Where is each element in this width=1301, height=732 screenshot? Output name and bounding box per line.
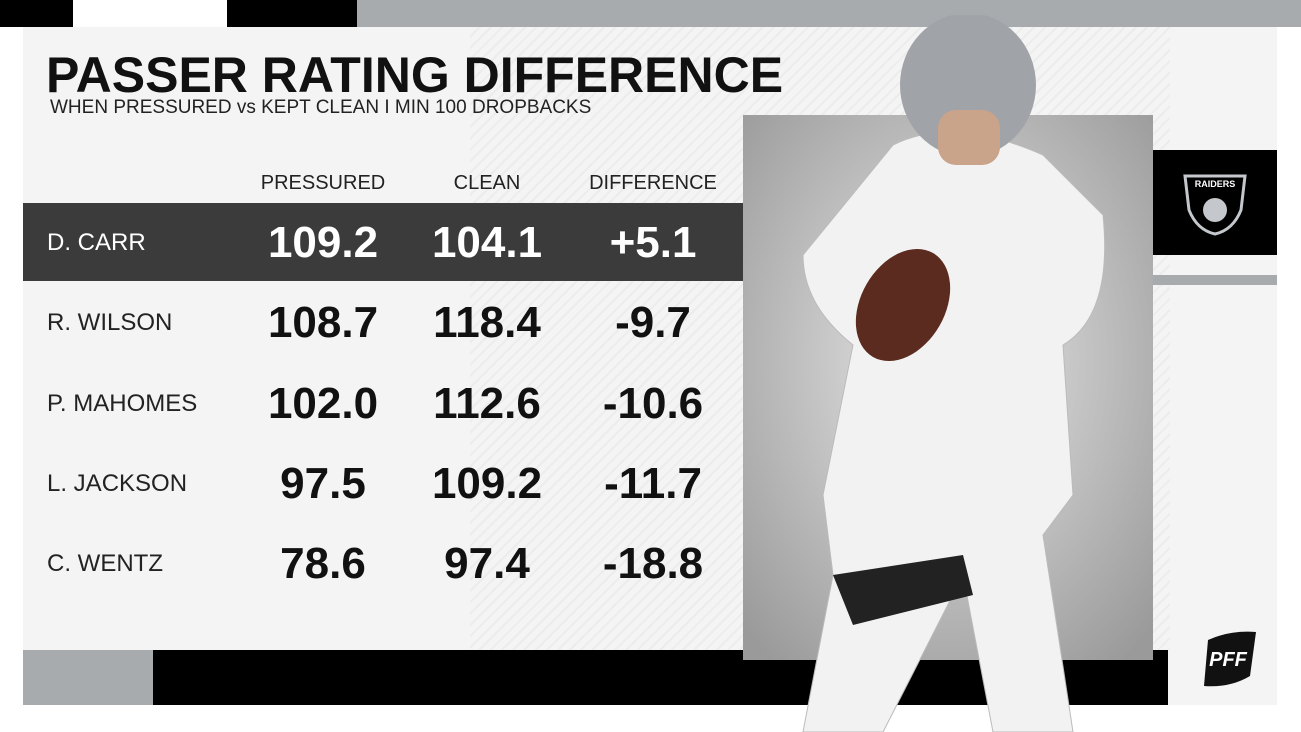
highlight-row (23, 203, 835, 281)
column-header: DIFFERENCE (589, 172, 717, 194)
bottom-bar (23, 650, 153, 705)
top-bar (0, 0, 73, 27)
rating-value: 118.4 (433, 298, 541, 348)
rating-value: 104.1 (431, 218, 543, 267)
rating-value: -10.6 (602, 378, 704, 428)
top-bar (357, 0, 1301, 27)
brand-text: PFF (1209, 649, 1248, 671)
rating-value: -11.7 (604, 458, 702, 508)
rating-value: -18.8 (602, 539, 704, 589)
player-name: P. MAHOMES (47, 389, 198, 417)
side-bar (1153, 275, 1277, 285)
rating-value: 97.4 (444, 539, 530, 589)
player-name: L. JACKSON (47, 469, 188, 497)
rating-value: +5.1 (609, 218, 697, 267)
rating-value: -9.7 (615, 298, 691, 348)
rating-value: 78.6 (280, 539, 366, 589)
top-bar (227, 0, 357, 27)
player-photo (743, 15, 1153, 732)
column-header: CLEAN (453, 172, 521, 194)
team-logo: RAIDERS (1183, 174, 1247, 236)
subtitle: WHEN PRESSURED vs KEPT CLEAN I MIN 100 D… (50, 97, 592, 118)
rating-value: 102.0 (267, 378, 379, 428)
rating-value: 109.2 (431, 458, 543, 508)
brand-logo: PFF (1204, 631, 1256, 687)
rating-value: 108.7 (267, 298, 379, 348)
player-name: C. WENTZ (47, 550, 163, 578)
column-header: PRESSURED (260, 172, 386, 194)
rating-value: 109.2 (267, 218, 379, 267)
title: PASSER RATING DIFFERENCE (46, 47, 784, 103)
rating-value: 112.6 (433, 378, 541, 428)
player-name: R. WILSON (47, 309, 173, 337)
player-name: D. CARR (47, 229, 146, 256)
rating-value: 97.5 (280, 458, 366, 508)
team-logo-text: RAIDERS (1195, 179, 1236, 189)
